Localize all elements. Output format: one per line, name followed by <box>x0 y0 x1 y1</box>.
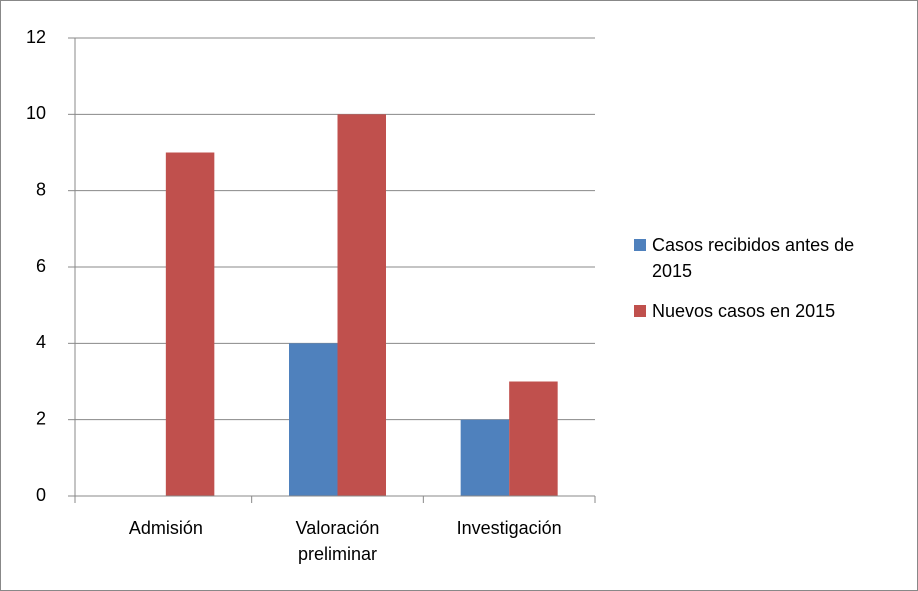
bar <box>337 114 386 496</box>
y-tick-label: 0 <box>36 485 46 505</box>
bar <box>509 381 558 496</box>
bar <box>460 419 510 496</box>
legend-label: Nuevos casos en 2015 <box>652 301 836 321</box>
legend-item: Casos recibidos antes de 2015 <box>634 232 894 284</box>
x-tick-label: Valoración preliminar <box>295 518 380 564</box>
y-tick-label: 2 <box>36 408 46 428</box>
y-tick-label: 8 <box>36 179 46 199</box>
legend-item: Nuevos casos en 2015 <box>634 298 894 324</box>
y-tick-label: 10 <box>26 103 46 123</box>
legend-swatch <box>634 305 646 317</box>
bar <box>165 152 215 496</box>
y-tick-label: 6 <box>36 256 46 276</box>
x-tick-label: Investigación <box>456 518 562 538</box>
y-tick-label: 4 <box>36 332 46 352</box>
legend-swatch <box>634 239 646 251</box>
legend-label: Casos recibidos antes de 2015 <box>652 235 855 281</box>
y-tick-label: 12 <box>26 27 46 47</box>
x-tick-label: Admisión <box>128 518 203 538</box>
bar <box>289 343 338 496</box>
